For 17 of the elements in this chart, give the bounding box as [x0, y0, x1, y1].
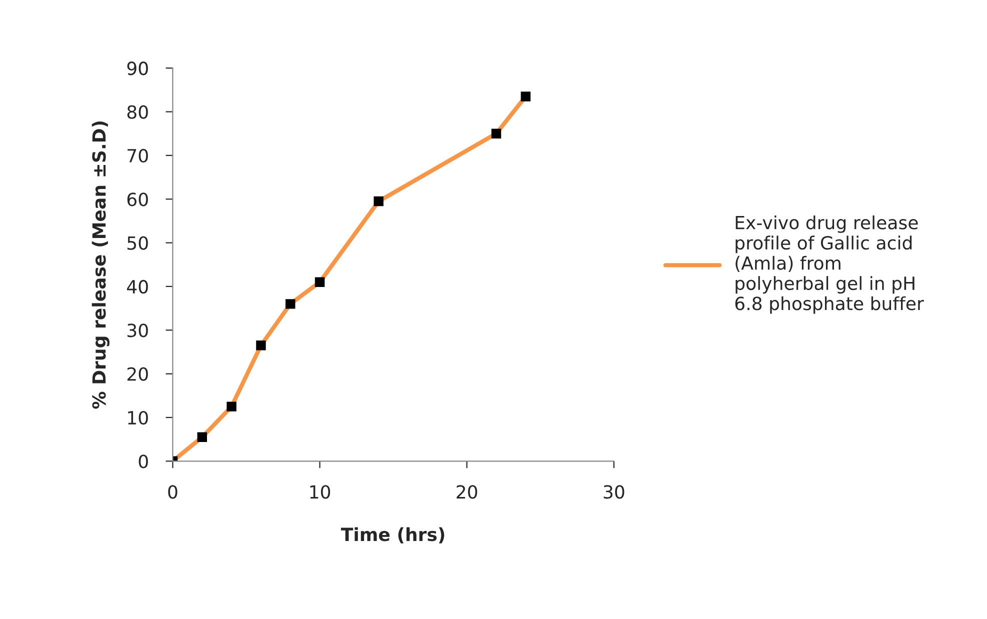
- y-tick-label: 80: [127, 105, 148, 119]
- legend-label: Ex-vivo drug release profile of Gallic acid (Amla) from polyherbal gel in pH 6.8 phosphate buffer: [735, 215, 924, 314]
- y-tick-label: 20: [127, 367, 148, 381]
- y-tick-label: 40: [127, 280, 148, 294]
- y-tick-label: 10: [128, 410, 148, 425]
- x-tick-label: 30: [604, 485, 624, 499]
- x-tick-label: 0: [168, 485, 178, 499]
- y-tick-label: 30: [128, 324, 148, 338]
- y-tick-label: 60: [127, 192, 148, 206]
- x-axis-title: Time (hrs): [340, 527, 444, 544]
- y-tick-label: 50: [128, 236, 148, 250]
- x-tick-label: 20: [456, 485, 478, 499]
- y-tick-label: 70: [128, 148, 148, 163]
- y-tick-label: 90: [127, 62, 148, 76]
- y-tick-label: 0: [138, 454, 148, 468]
- y-axis-title: % Drug release (Mean ±S.D): [92, 121, 110, 409]
- x-tick-label: 10: [310, 485, 330, 499]
